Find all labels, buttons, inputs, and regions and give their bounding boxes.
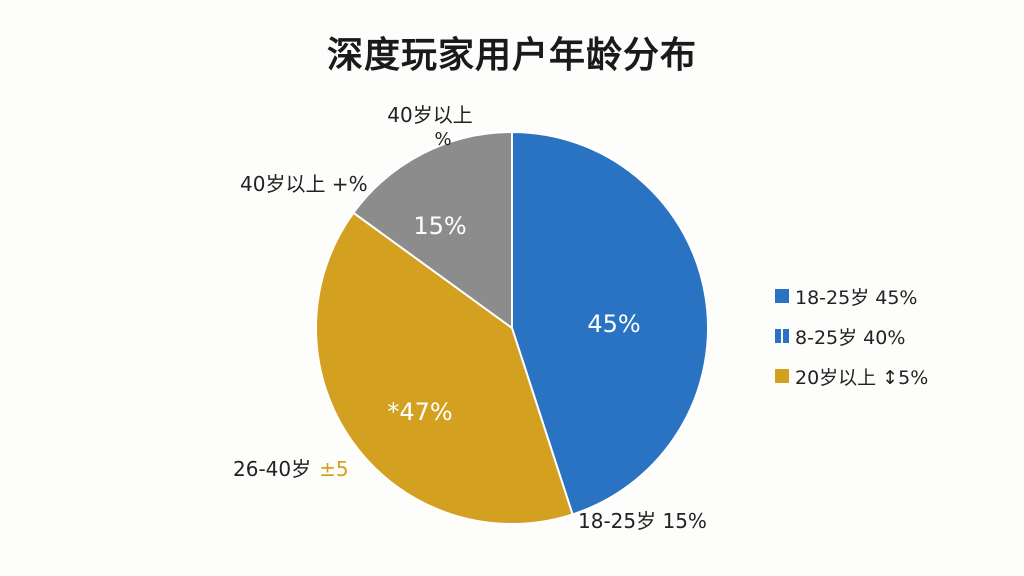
outer-label-bottom: 18-25岁 15% (578, 509, 707, 533)
pie-slices (315, 130, 709, 525)
slice-label-gray: 15% (413, 212, 466, 240)
legend-item[interactable]: 8-25岁 40% (775, 325, 928, 349)
legend-swatch (775, 289, 789, 303)
outer-label-lower-left-text: 26-40岁 (233, 457, 311, 481)
pie-slice-2 (352, 130, 513, 330)
legend-swatch (775, 329, 781, 343)
outer-labels: 40岁以上 % 40岁以上 +% 26-40岁 ±5 18-25岁 15% (233, 103, 707, 533)
outer-label-lower-left-suffix: ±5 (319, 457, 348, 481)
outer-label-lower-left: 26-40岁 ±5 (233, 457, 349, 481)
legend: 18-25岁 45% 8-25岁 40% 20岁以上 ↕5% (775, 285, 928, 405)
outer-label-top: 40岁以上 (387, 103, 472, 127)
legend-swatch (775, 369, 789, 383)
legend-label: 20岁以上 ↕5% (795, 366, 929, 389)
outer-label-top-sub: % (434, 129, 451, 150)
pie-slice-1 (315, 211, 574, 525)
pie-slice-0 (511, 130, 709, 516)
legend-item[interactable]: 18-25岁 45% (775, 285, 928, 309)
legend-label: 18-25岁 45% (795, 286, 918, 309)
slice-label-gold: *47% (387, 398, 452, 426)
legend-swatch-secondary (783, 329, 789, 343)
pie-slice-labels: 45% *47% 15% (387, 212, 640, 426)
outer-label-upper-left: 40岁以上 +% (240, 172, 368, 196)
slice-label-blue: 45% (587, 310, 640, 338)
chart-title: 深度玩家用户年龄分布 (326, 35, 697, 76)
legend-label: 8-25岁 40% (795, 326, 906, 349)
legend-item[interactable]: 20岁以上 ↕5% (775, 365, 929, 389)
